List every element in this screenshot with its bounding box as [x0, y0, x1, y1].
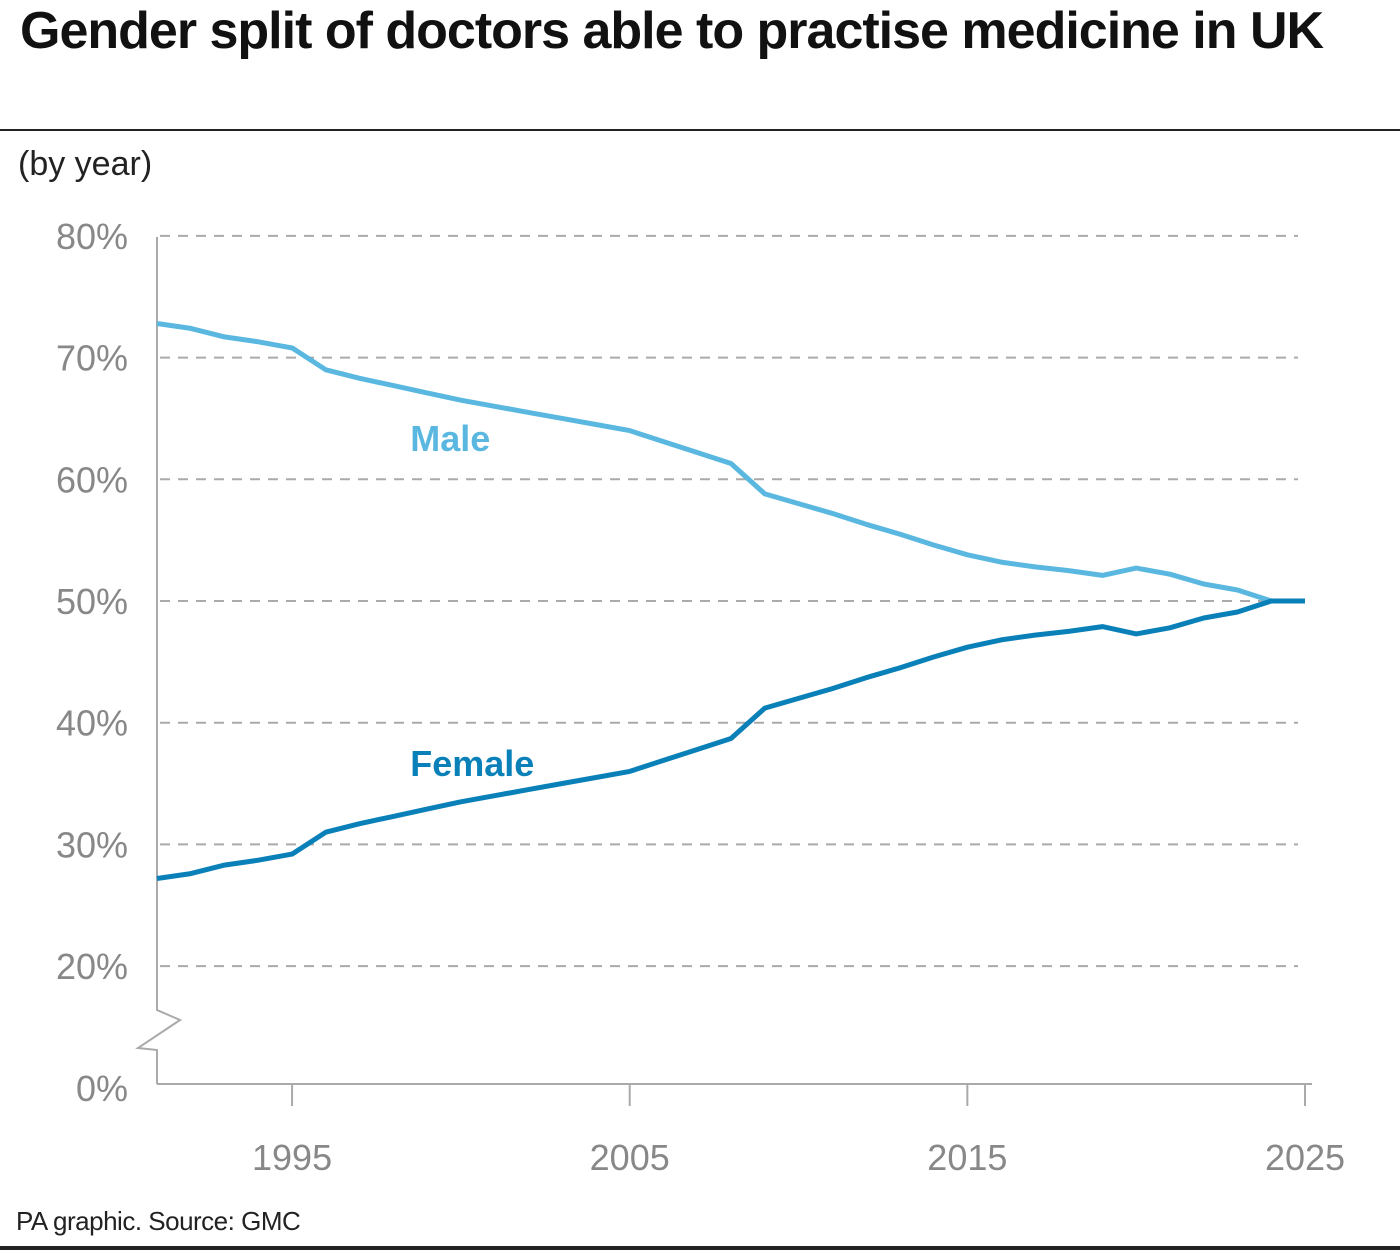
y-tick-label: 70%: [56, 338, 128, 379]
series-line-male: [156, 321, 1305, 604]
series-label-male: Male: [410, 418, 490, 459]
x-tick-label: 2005: [590, 1137, 670, 1178]
x-tick-label: 1995: [252, 1137, 332, 1178]
y-tick-label: 50%: [56, 581, 128, 622]
y-tick-label: 60%: [56, 459, 128, 500]
title-divider: [0, 129, 1400, 131]
y-tick-label: 0%: [76, 1068, 128, 1109]
y-tick-label: 20%: [56, 946, 128, 987]
chart-title: Gender split of doctors able to practise…: [20, 2, 1324, 60]
y-tick-label: 80%: [56, 216, 128, 257]
source-note: PA graphic. Source: GMC: [16, 1206, 301, 1236]
y-tick-label: 40%: [56, 703, 128, 744]
series-label-female: Female: [410, 743, 534, 784]
bottom-rule: [0, 1246, 1400, 1250]
series-line-female: [156, 598, 1305, 881]
x-tick-label: 2025: [1265, 1137, 1345, 1178]
y-tick-label: 30%: [56, 824, 128, 865]
chart-subtitle: (by year): [18, 145, 153, 183]
x-tick-label: 2015: [927, 1137, 1007, 1178]
y-axis: [135, 237, 183, 1084]
